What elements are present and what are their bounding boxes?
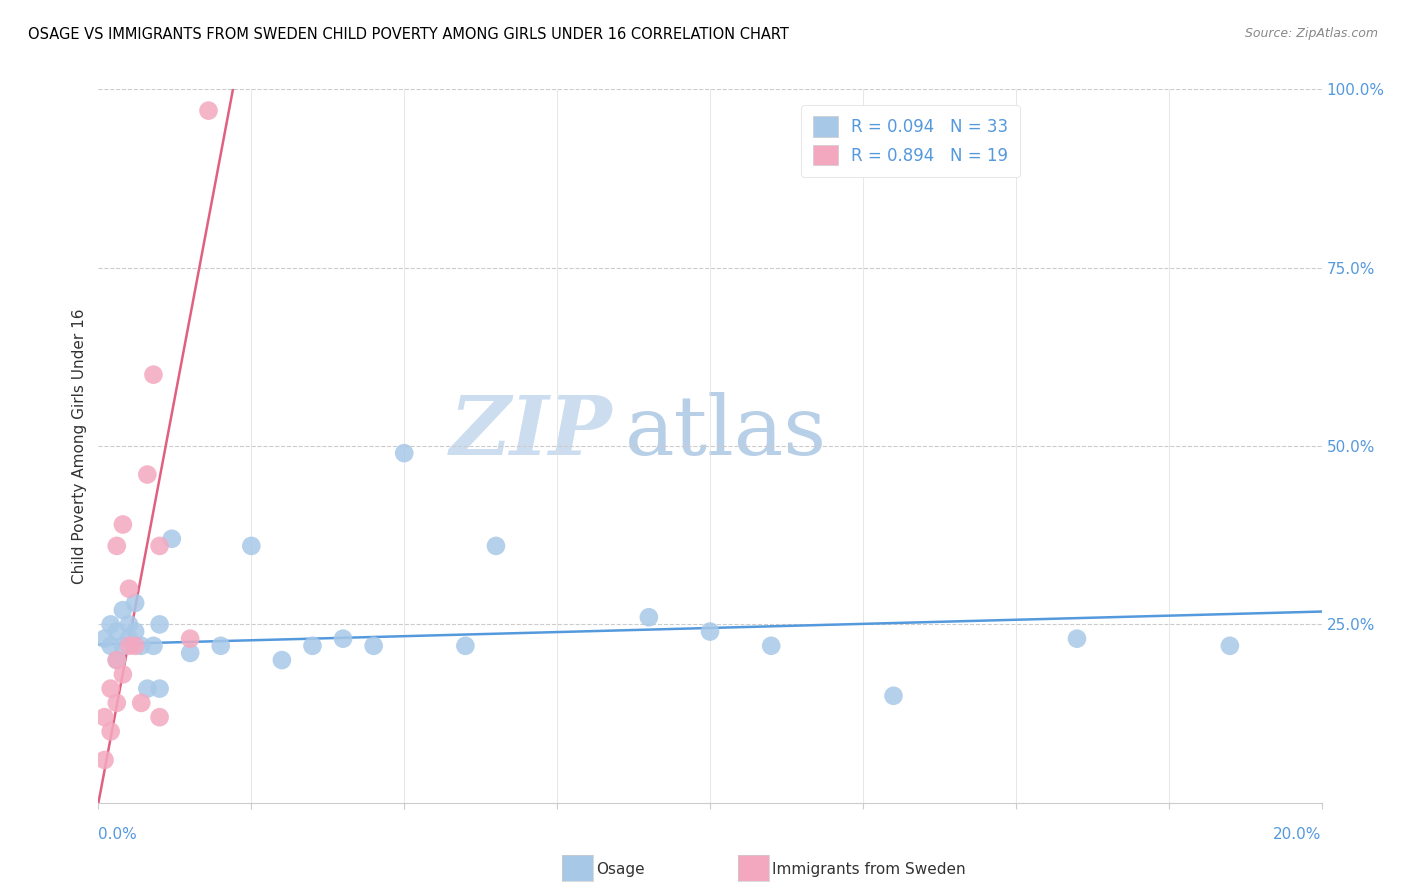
Point	[142, 639, 165, 653]
Point	[105, 624, 128, 639]
Point	[136, 467, 159, 482]
Point	[118, 639, 141, 653]
Point	[111, 639, 134, 653]
Point	[105, 653, 128, 667]
Point	[699, 624, 721, 639]
Point	[197, 103, 219, 118]
Point	[118, 632, 141, 646]
Point	[100, 681, 122, 696]
Point	[160, 532, 183, 546]
Point	[1066, 632, 1088, 646]
Point	[124, 624, 146, 639]
Text: atlas: atlas	[624, 392, 827, 472]
Point	[118, 617, 141, 632]
Point	[759, 639, 782, 653]
Text: Osage: Osage	[596, 863, 645, 877]
Point	[149, 710, 172, 724]
Point	[209, 639, 232, 653]
Point	[105, 539, 128, 553]
Point	[124, 639, 146, 653]
Point	[129, 639, 152, 653]
Point	[129, 696, 152, 710]
Point	[1219, 639, 1241, 653]
Point	[100, 617, 122, 632]
Point	[392, 446, 416, 460]
Point	[883, 689, 905, 703]
Point	[105, 696, 128, 710]
Text: ZIP: ZIP	[450, 392, 612, 472]
Y-axis label: Child Poverty Among Girls Under 16: Child Poverty Among Girls Under 16	[72, 309, 87, 583]
Text: Source: ZipAtlas.com: Source: ZipAtlas.com	[1244, 27, 1378, 40]
Point	[111, 517, 134, 532]
Point	[270, 653, 292, 667]
Point	[100, 639, 122, 653]
Point	[100, 724, 122, 739]
Point	[240, 539, 263, 553]
Text: 20.0%: 20.0%	[1274, 827, 1322, 841]
Point	[93, 710, 115, 724]
Point	[332, 632, 354, 646]
Point	[142, 368, 165, 382]
Point	[118, 582, 141, 596]
Point	[179, 632, 201, 646]
Text: Immigrants from Sweden: Immigrants from Sweden	[772, 863, 966, 877]
Point	[93, 632, 115, 646]
Text: 0.0%: 0.0%	[98, 827, 138, 841]
Point	[363, 639, 385, 653]
Point	[149, 617, 172, 632]
Point	[136, 681, 159, 696]
Point	[124, 596, 146, 610]
Legend: R = 0.094   N = 33, R = 0.894   N = 19: R = 0.094 N = 33, R = 0.894 N = 19	[801, 104, 1019, 177]
Point	[111, 667, 134, 681]
Point	[93, 753, 115, 767]
Point	[105, 653, 128, 667]
Point	[485, 539, 508, 553]
Point	[301, 639, 323, 653]
Point	[454, 639, 477, 653]
Point	[149, 681, 172, 696]
Text: OSAGE VS IMMIGRANTS FROM SWEDEN CHILD POVERTY AMONG GIRLS UNDER 16 CORRELATION C: OSAGE VS IMMIGRANTS FROM SWEDEN CHILD PO…	[28, 27, 789, 42]
Point	[637, 610, 661, 624]
Point	[179, 646, 201, 660]
Point	[111, 603, 134, 617]
Point	[149, 539, 172, 553]
